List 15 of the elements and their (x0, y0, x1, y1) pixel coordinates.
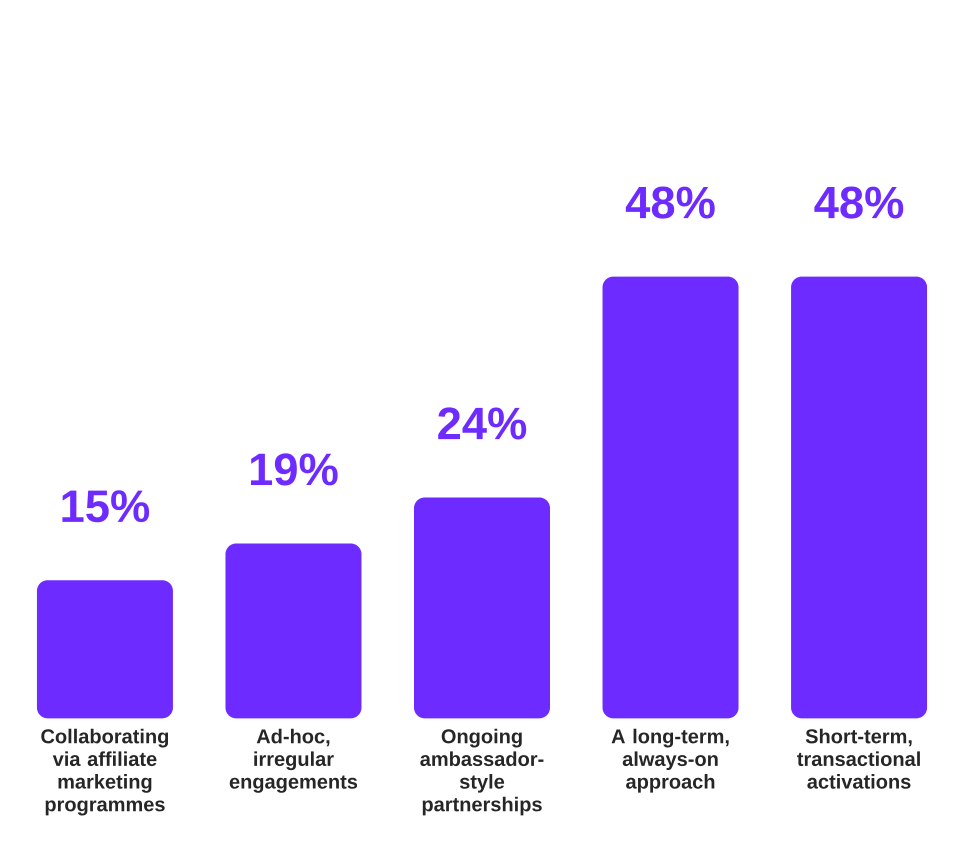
bar (602, 276, 739, 718)
bar (225, 543, 362, 718)
x-tick-label: Short-term, transactional activations (797, 728, 920, 789)
data-label: 48% (814, 186, 904, 219)
x-tick-label: Collaborating via affiliate marketing programmes (41, 728, 168, 816)
x-tick-label: Ad-hoc, irregular engagements (230, 728, 358, 793)
bar (791, 276, 928, 718)
data-label: 48% (626, 186, 715, 219)
data-label: 19% (250, 453, 338, 486)
x-tick-label: A long-term, always-on approach (612, 728, 729, 793)
bar (36, 580, 173, 718)
bar (414, 497, 550, 718)
x-tick-label: Ongoing ambassador-style partnerships (420, 728, 544, 816)
data-label: 24% (438, 407, 526, 440)
data-label: 15% (62, 490, 150, 522)
